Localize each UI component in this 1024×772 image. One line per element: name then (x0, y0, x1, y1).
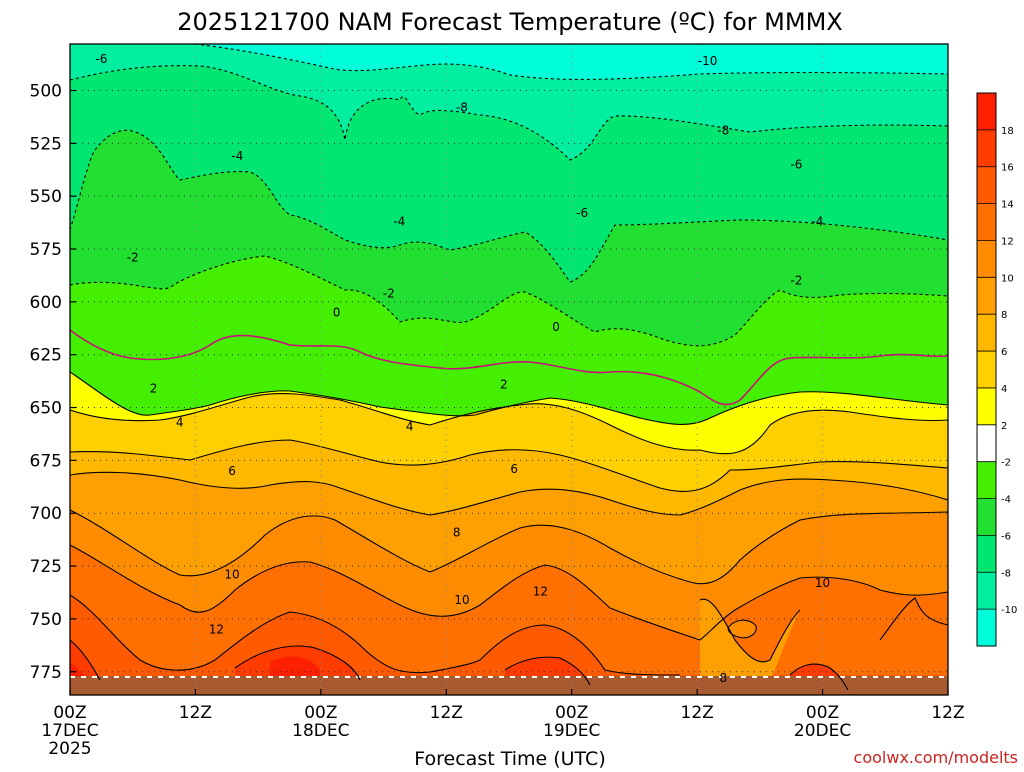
colorbar-tick-label: 12 (1001, 236, 1014, 247)
band-cool-pocket (700, 599, 800, 680)
contour-labels: -10 -8 -8 -6 -6 -6 -4 -4 -4 -2 -2 -2 0 0 2 2 4 4 6 6 8 8 10 10 1… (95, 52, 830, 685)
y-tick-label: 675 (30, 451, 62, 471)
y-tick-label: 575 (30, 240, 62, 260)
zero-contour (70, 329, 948, 406)
credit-text[interactable]: coolwx.com/modelts (854, 748, 1018, 767)
contour-label: 0 (333, 305, 341, 319)
contour-label: -2 (383, 286, 395, 300)
x-tick-label: 12Z (179, 703, 212, 723)
colorbar-segment (977, 351, 996, 389)
colorbar-segment (977, 129, 996, 168)
x-tick-label: 20DEC (794, 721, 851, 741)
colorbar-segment (977, 535, 996, 573)
contour-label: 6 (510, 462, 518, 476)
x-tick-label: 19DEC (543, 721, 600, 741)
contour-label: 12 (209, 622, 224, 636)
colorbar-segment (977, 609, 996, 647)
contour-label: 2 (500, 377, 508, 391)
colorbar-tick-label: 18 (1001, 126, 1014, 137)
colorbar-frame (976, 92, 997, 647)
contour-label: 8 (719, 671, 727, 685)
contour-label: 12 (533, 584, 548, 598)
colorbar-segment (977, 93, 996, 131)
y-tick-label: 625 (30, 346, 62, 366)
contour-label: -2 (127, 250, 139, 264)
y-tick-label: 775 (30, 663, 62, 683)
colorbar-tick-label: -2 (1001, 458, 1011, 469)
contour-label: -10 (698, 54, 718, 68)
x-tick-label: 12Z (430, 703, 463, 723)
contour-label: 10 (815, 576, 830, 590)
colorbar-segment (977, 277, 996, 315)
y-tick-label: 750 (30, 610, 62, 630)
x-tick-label: 12Z (931, 703, 964, 723)
contour-label: -6 (95, 52, 107, 66)
colorbar-segment (977, 498, 996, 536)
colorbar: 18 16 14 12 10 8 6 4 2 -2 -4 -6 -8 -10 (976, 92, 1017, 647)
contour-label: -8 (456, 100, 468, 114)
y-tick-label: 550 (30, 187, 62, 207)
contour-label: -8 (717, 124, 729, 138)
contour-label: 4 (176, 415, 184, 429)
contour-label: 2 (150, 382, 158, 396)
colorbar-tick-label: 6 (1001, 347, 1007, 358)
positive-contours (70, 371, 948, 691)
colorbar-tick-label: 16 (1001, 163, 1014, 174)
y-tick-label: 525 (30, 134, 62, 154)
ground-layer (70, 676, 948, 695)
colorbar-segment (977, 166, 996, 205)
contour-label: 10 (224, 568, 239, 582)
x-tick-label: 2025 (48, 739, 91, 759)
colorbar-tick-label: -6 (1001, 531, 1011, 542)
x-tick-label: 00Z (555, 703, 588, 723)
contour-label: 0 (552, 320, 560, 334)
contour-label: -4 (811, 215, 823, 229)
y-tick-label: 650 (30, 399, 62, 419)
chart-title: 2025121700 NAM Forecast Temperature (ºC)… (177, 8, 842, 36)
x-tick-label: 00Z (806, 703, 839, 723)
plot-frame (69, 43, 949, 696)
colorbar-segment (977, 572, 996, 610)
contour-label: 4 (406, 420, 414, 434)
x-tick-label: 00Z (304, 703, 337, 723)
y-tick-label: 600 (30, 293, 62, 313)
contour-label: 8 (453, 525, 461, 539)
x-tick-label: 17DEC (41, 721, 98, 741)
colorbar-tick-label: -10 (1001, 605, 1017, 616)
plot-area (70, 44, 948, 695)
colorbar-tick-label: 10 (1001, 273, 1014, 284)
colorbar-tick-label: 14 (1001, 200, 1014, 211)
colorbar-segment (977, 314, 996, 352)
contour-label: -6 (576, 206, 588, 220)
colorbar-segment (977, 424, 996, 463)
colorbar-tick-label: 4 (1001, 384, 1007, 395)
x-tick-label: 00Z (53, 703, 86, 723)
x-tick-label: 12Z (681, 703, 714, 723)
contour-label: -4 (231, 149, 243, 163)
contour-label: 10 (454, 593, 469, 607)
x-tick-label: 18DEC (292, 721, 349, 741)
colorbar-segment (977, 387, 996, 426)
x-axis-label: Forecast Time (UTC) (414, 748, 605, 768)
colorbar-tick-label: -4 (1001, 495, 1011, 506)
colorbar-segment (977, 203, 996, 241)
colorbar-tick-label: 8 (1001, 310, 1007, 321)
colorbar-tick-label: -8 (1001, 568, 1011, 579)
y-tick-label: 700 (30, 504, 62, 524)
y-tick-label: 725 (30, 557, 62, 577)
contour-label: -6 (790, 157, 802, 171)
y-axis: 500 525 550 575 600 625 650 675 700 725 750 775 (30, 82, 76, 683)
colorbar-tick-label: 2 (1001, 421, 1007, 432)
band-warm-pocket (728, 620, 757, 638)
colorbar-segment (977, 240, 996, 278)
colorbar-segment (977, 461, 996, 500)
y-tick-label: 500 (30, 82, 62, 102)
contour-label: 6 (228, 464, 236, 478)
contour-label: -2 (790, 274, 802, 288)
contour-label: -4 (393, 215, 405, 229)
